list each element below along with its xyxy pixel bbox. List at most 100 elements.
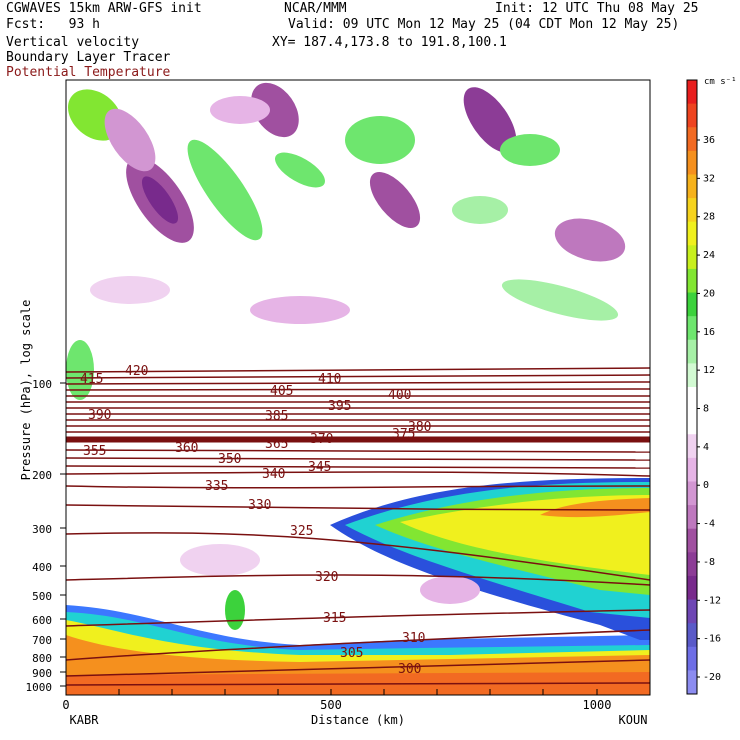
y-tick-label: 900	[32, 667, 52, 680]
colorbar-swatch	[687, 552, 697, 577]
colorbar-unit: cm s⁻¹	[704, 77, 737, 87]
init-time: Init: 12 UTC Thu 08 May 25	[495, 1, 699, 16]
colorbar-swatch	[687, 528, 697, 553]
theta-label: 355	[83, 444, 106, 459]
y-tick-marks	[60, 382, 66, 687]
colorbar-frame	[686, 79, 698, 695]
colorbar-label: 0	[703, 480, 709, 491]
theta-contours	[66, 367, 650, 686]
theta-label: 305	[340, 646, 363, 661]
theta-label: 335	[205, 479, 228, 494]
colorbar-swatch	[687, 434, 697, 459]
theta-label: 410	[318, 372, 341, 387]
colorbar-swatch	[687, 599, 697, 624]
colorbar-swatch	[687, 339, 697, 364]
org-label: NCAR/MMM	[284, 1, 347, 16]
y-tick-labels: 100 200 300 400 500 600 700 800 900 1000	[26, 378, 53, 694]
colorbar-swatch	[687, 80, 697, 105]
forecast-hour: Fcst: 93 h	[6, 17, 100, 32]
vertical-velocity-field	[66, 82, 626, 630]
colorbar-label: 4	[703, 442, 709, 453]
boundary-layer-tracer-plume	[330, 478, 650, 640]
theta-label: 345	[308, 460, 331, 475]
theta-label: 325	[290, 524, 313, 539]
theta-label: 340	[262, 467, 285, 482]
theta-label: 320	[315, 570, 338, 585]
theta-label: 315	[323, 611, 346, 626]
colorbar-label: 8	[703, 404, 709, 415]
y-tick-label: 400	[32, 561, 52, 574]
x-tick-label: 500	[320, 698, 342, 712]
colorbar-label: 24	[703, 250, 715, 261]
theta-label: 385	[265, 409, 288, 424]
field-label-boundary-layer-tracer: Boundary Layer Tracer	[6, 50, 171, 65]
theta-label: 360	[175, 441, 198, 456]
colorbar-swatch	[687, 316, 697, 341]
plot-frame	[65, 79, 651, 696]
y-axis-label: Pressure (hPa), log scale	[19, 300, 33, 481]
x-tick-label: 1000	[583, 698, 612, 712]
boundary-layer-tracer-lower	[66, 605, 650, 695]
theta-label: 415	[80, 372, 103, 387]
colorbar-label: 32	[703, 173, 715, 184]
colorbar-swatch	[687, 505, 697, 530]
colorbar	[686, 79, 698, 695]
colorbar-swatch	[687, 481, 697, 506]
colorbar-swatch	[687, 103, 697, 128]
theta-label: 365	[265, 437, 288, 452]
theta-labels: 415 420 410 405 400 395 390 385 380 375 …	[80, 364, 431, 677]
x-tick-labels: 0 500 1000	[62, 698, 611, 712]
theta-label: 370	[310, 432, 333, 447]
y-tick-label: 800	[32, 652, 52, 665]
x-end-station: KOUN	[619, 713, 648, 727]
x-start-station: KABR	[70, 713, 100, 727]
theta-label: 395	[328, 399, 351, 414]
y-tick-label: 700	[32, 634, 52, 647]
theta-label: 400	[388, 388, 411, 403]
cross-section-endpoints: XY= 187.4,173.8 to 191.8,100.1	[272, 35, 507, 50]
y-tick-label: 100	[32, 378, 52, 391]
theta-label: 330	[248, 498, 271, 513]
field-label-potential-temperature: Potential Temperature	[6, 65, 171, 80]
colorbar-label: -20	[703, 672, 721, 683]
colorbar-label: 16	[703, 327, 715, 338]
colorbar-label: -12	[703, 595, 721, 606]
theta-label: 350	[218, 452, 241, 467]
theta-label: 310	[402, 631, 425, 646]
colorbar-swatch	[687, 575, 697, 601]
y-tick-label: 500	[32, 590, 52, 603]
colorbar-label: -8	[703, 557, 715, 568]
colorbar-swatch	[687, 363, 697, 388]
colorbar-label: 36	[703, 135, 715, 146]
colorbar-swatch	[687, 198, 697, 223]
colorbar-label: 20	[703, 288, 715, 299]
theta-label: 380	[408, 420, 431, 435]
valid-time: Valid: 09 UTC Mon 12 May 25 (04 CDT Mon …	[288, 17, 680, 32]
theta-label: 300	[398, 662, 421, 677]
colorbar-label: 28	[703, 212, 715, 223]
colorbar-labels: 36 32 28 24 20 16 12 8 4 0 -4 -8 -12 -16 -20	[697, 135, 721, 683]
x-tick-label: 0	[62, 698, 69, 712]
colorbar-swatch	[687, 268, 697, 294]
theta-label: 390	[88, 408, 111, 423]
plot-area: 415 420 410 405 400 395 390 385 380 375 …	[66, 80, 650, 695]
x-tick-marks	[65, 689, 651, 695]
colorbar-swatch	[687, 457, 697, 482]
colorbar-swatch	[687, 292, 697, 317]
theta-label: 420	[125, 364, 148, 379]
x-axis-label: Distance (km)	[311, 713, 405, 727]
colorbar-swatch	[687, 127, 697, 152]
colorbar-swatch	[687, 410, 697, 435]
y-tick-label: 600	[32, 614, 52, 627]
colorbar-swatch	[687, 221, 697, 246]
theta-label: 375	[392, 427, 415, 442]
colorbar-label: 12	[703, 365, 715, 376]
colorbar-swatch	[687, 150, 697, 175]
field-label-vertical-velocity: Vertical velocity	[6, 35, 140, 50]
colorbar-swatch	[687, 174, 697, 199]
y-tick-label: 1000	[26, 681, 53, 694]
y-tick-label: 200	[32, 469, 52, 482]
model-title: CGWAVES 15km ARW-GFS init	[6, 1, 202, 16]
colorbar-swatch	[687, 670, 697, 695]
